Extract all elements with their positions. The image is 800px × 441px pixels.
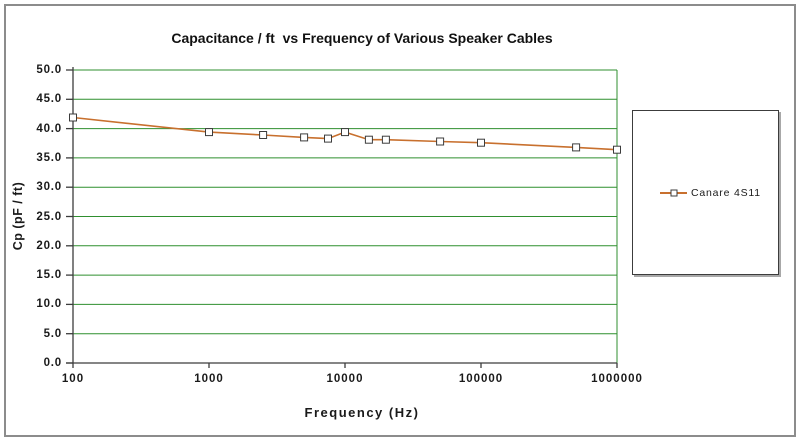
x-tick-label: 1000000 (591, 373, 643, 385)
y-axis-title: Cp (pF / ft) (11, 181, 25, 251)
data-point-marker (436, 137, 445, 146)
data-point-marker (364, 135, 373, 144)
data-point-marker (205, 128, 213, 137)
legend-series-label: Canare 4S11 (691, 186, 761, 199)
y-tick-label: 0.0 (43, 357, 62, 369)
y-tick-label: 10.0 (36, 298, 62, 311)
y-tick-label: 50.0 (36, 64, 62, 76)
y-tick-label: 40.0 (36, 122, 62, 135)
x-tick-label: 1000 (194, 373, 224, 385)
x-tick-label: 100 (61, 373, 85, 385)
y-tick-label: 30.0 (36, 181, 62, 194)
chart-title: Capacitance / ft vs Frequency of Various… (171, 30, 553, 46)
y-tick-label: 5.0 (43, 327, 62, 340)
legend-series-marker-icon (670, 189, 677, 196)
data-point-marker (69, 113, 77, 122)
data-point-marker (613, 145, 621, 154)
legend: Canare 4S11 (632, 110, 779, 275)
data-point-marker (381, 135, 390, 144)
legend-item: Canare 4S11 (633, 187, 761, 199)
x-tick-label: 10000 (326, 373, 364, 385)
y-tick-label: 35.0 (36, 151, 62, 164)
x-tick-label: 100000 (458, 373, 504, 385)
data-point-marker (477, 138, 485, 147)
x-axis-title: Frequency (Hz) (304, 405, 420, 420)
data-point-marker (341, 128, 349, 137)
series-line (72, 116, 618, 151)
data-point-marker (572, 143, 581, 152)
data-point-marker (324, 134, 332, 143)
y-tick-label: 45.0 (36, 93, 62, 106)
y-tick-label: 15.0 (36, 269, 62, 282)
y-tick-label: 20.0 (36, 239, 62, 252)
legend-series-line-icon (660, 189, 687, 196)
data-point-marker (259, 131, 268, 139)
data-point-marker (300, 133, 309, 142)
y-tick-label: 25.0 (36, 210, 62, 223)
